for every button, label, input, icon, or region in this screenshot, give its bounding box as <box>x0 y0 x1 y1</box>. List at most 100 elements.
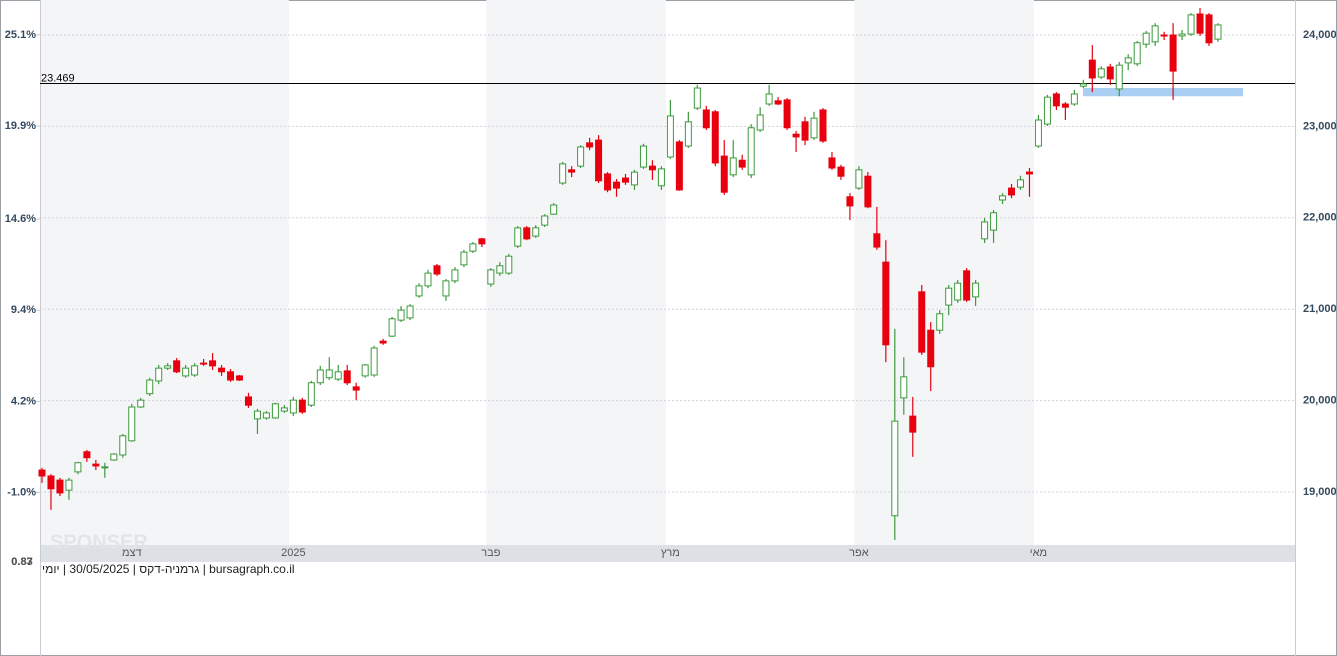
candle-body <box>433 265 441 275</box>
candle-body <box>622 177 630 183</box>
candle-body <box>756 114 764 131</box>
candle-body <box>487 269 495 285</box>
candle-body <box>460 251 468 266</box>
candle-body <box>1205 14 1213 44</box>
y2-tick-label: 4.2% <box>11 395 36 407</box>
candle-body <box>1160 34 1168 37</box>
candle-body <box>406 305 414 319</box>
candle-body <box>478 238 486 245</box>
candle-body <box>119 435 127 456</box>
candle-body <box>882 261 890 346</box>
candle-body <box>262 412 270 419</box>
candle-body <box>559 163 567 184</box>
candle-body <box>316 369 324 384</box>
candle-body <box>891 420 899 517</box>
candle-body <box>972 282 980 298</box>
x-tick-label: מרץ <box>661 547 680 559</box>
candle-body <box>523 227 531 240</box>
y2-tick-label: 14.6% <box>5 213 36 225</box>
candle-body <box>397 309 405 321</box>
candle-body <box>289 399 297 414</box>
candle-body <box>774 100 782 105</box>
candle-body <box>1187 14 1195 35</box>
candle-body <box>792 133 800 138</box>
candle-body <box>1088 59 1096 79</box>
candle-body <box>981 221 989 240</box>
candle-body <box>227 371 235 381</box>
candle-body <box>1196 13 1204 34</box>
candle-body <box>47 475 55 490</box>
candle-body <box>738 159 746 168</box>
candle-body <box>173 360 181 373</box>
candle-body <box>505 255 513 274</box>
candle-body <box>334 371 342 380</box>
candle-body <box>155 367 163 382</box>
candle-body <box>595 139 603 182</box>
candle-body <box>550 204 558 215</box>
candle-body <box>702 109 710 129</box>
candle-body <box>999 195 1007 201</box>
x-tick-label: פבר <box>481 547 500 559</box>
candle-body <box>577 146 585 167</box>
candle-body <box>379 340 387 344</box>
candle-body <box>684 121 692 147</box>
x-tick-label: 2025 <box>281 547 305 559</box>
candle-body <box>873 233 881 248</box>
candle-body <box>990 212 998 231</box>
candle-body <box>711 111 719 164</box>
candle-body <box>38 469 46 477</box>
candle-body <box>630 171 638 186</box>
candle-body <box>1034 119 1042 147</box>
candle-body <box>1124 57 1132 64</box>
candle-body <box>657 168 665 187</box>
candle-body <box>253 410 261 420</box>
candle-body <box>56 479 64 494</box>
candle-body <box>1070 93 1078 105</box>
candle-body <box>918 291 926 353</box>
highlight-zone <box>1083 88 1243 97</box>
candle-body <box>693 87 701 109</box>
candle-body <box>370 347 378 376</box>
candle-body <box>442 280 450 297</box>
candle-body <box>218 367 226 373</box>
candle-body <box>1079 83 1087 87</box>
candle-body <box>765 93 773 105</box>
candle-body <box>200 362 208 365</box>
candle-body <box>1214 24 1222 40</box>
y2-tick-label: 9.4% <box>11 304 36 316</box>
candle-body <box>415 285 423 297</box>
y-tick-label: 19,000 <box>1303 486 1337 498</box>
candle-body <box>1106 66 1114 80</box>
candle-body <box>927 329 935 368</box>
candle-body <box>1097 68 1105 78</box>
candle-body <box>469 243 477 252</box>
corner-label: 0.87 <box>11 556 32 568</box>
candle-body <box>729 157 737 176</box>
candle-body <box>65 479 73 491</box>
candle-body <box>1043 96 1051 125</box>
candle-body <box>1151 25 1159 43</box>
candle-body <box>720 155 728 193</box>
candle-body <box>900 376 908 399</box>
candle-body <box>451 269 459 282</box>
candle-body <box>271 403 279 419</box>
candle-body <box>128 406 136 442</box>
watermark: SPONSER <box>50 531 148 553</box>
footer: bursagraph.co.il | גרמניה-דקס | 30/05/20… <box>42 562 295 576</box>
candle-body <box>1025 171 1033 175</box>
candle-body <box>209 360 217 367</box>
candle-body <box>496 265 504 274</box>
candle-body <box>514 227 522 247</box>
month-band <box>40 0 289 545</box>
candle-body <box>963 270 971 301</box>
candle-body <box>532 227 540 237</box>
candle-body <box>298 399 306 413</box>
y-tick-label: 20,000 <box>1303 394 1337 406</box>
candle-body <box>110 453 118 461</box>
y-tick-label: 23,000 <box>1303 120 1337 132</box>
candle-body <box>936 313 944 331</box>
candle-body <box>613 181 621 189</box>
candle-body <box>1178 33 1186 37</box>
